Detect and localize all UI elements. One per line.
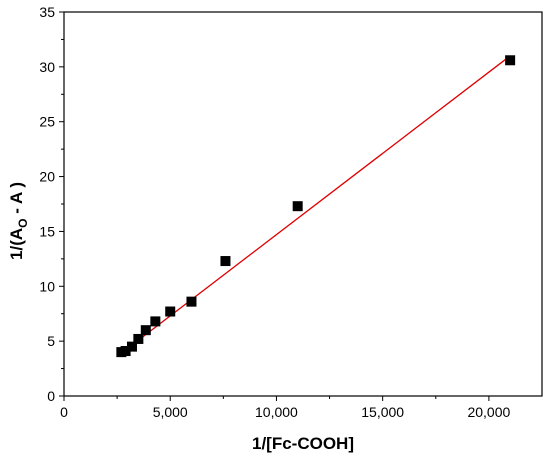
y-tick-label: 5	[47, 333, 55, 349]
y-tick-label: 10	[39, 278, 55, 294]
data-point	[133, 333, 144, 344]
ticks: 0 5,000 10,000 15,000 20,000 0 5 10 15 20 25 30 35	[39, 4, 510, 420]
x-axis-title: 1/[Fc-COOH]	[252, 434, 354, 453]
y-tick-label: 15	[39, 223, 55, 239]
x-tick-label: 15,000	[361, 404, 404, 420]
data-point	[505, 55, 516, 66]
y-tick-label: 0	[47, 388, 55, 404]
y-axis-title-prefix: 1/(A	[7, 228, 26, 260]
data-point	[292, 201, 303, 212]
data-point	[126, 341, 137, 352]
y-axis-title: 1/(AO - A )	[7, 182, 30, 260]
data-points	[116, 55, 516, 358]
data-point	[186, 296, 197, 307]
y-axis-title-suffix: - A )	[7, 182, 26, 219]
data-point	[120, 346, 131, 357]
data-point	[165, 306, 176, 317]
data-point	[220, 256, 231, 267]
fit-line	[120, 55, 511, 354]
x-tick-label: 10,000	[255, 404, 298, 420]
y-axis-title-subscript: O	[16, 219, 30, 228]
fit-line-layer	[120, 55, 511, 354]
y-tick-label: 30	[39, 59, 55, 75]
y-tick-label: 35	[39, 4, 55, 20]
data-point	[150, 316, 161, 327]
data-point	[140, 325, 151, 336]
x-tick-label: 5,000	[153, 404, 188, 420]
y-tick-label: 20	[39, 169, 55, 185]
y-tick-label: 25	[39, 114, 55, 130]
x-tick-label: 20,000	[467, 404, 510, 420]
x-tick-label: 0	[60, 404, 68, 420]
